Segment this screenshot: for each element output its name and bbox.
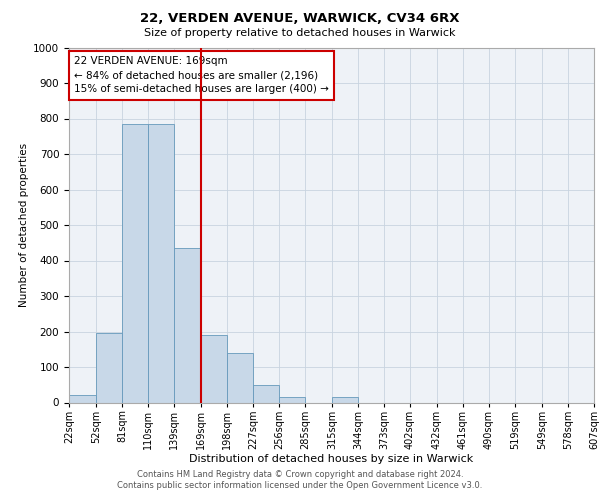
Bar <box>174 248 201 402</box>
Bar <box>253 385 279 402</box>
Text: Contains public sector information licensed under the Open Government Licence v3: Contains public sector information licen… <box>118 481 482 490</box>
Y-axis label: Number of detached properties: Number of detached properties <box>19 143 29 307</box>
Bar <box>122 124 148 402</box>
Text: Size of property relative to detached houses in Warwick: Size of property relative to detached ho… <box>144 28 456 38</box>
Bar <box>69 396 96 402</box>
X-axis label: Distribution of detached houses by size in Warwick: Distribution of detached houses by size … <box>190 454 473 464</box>
Text: 22, VERDEN AVENUE, WARWICK, CV34 6RX: 22, VERDEN AVENUE, WARWICK, CV34 6RX <box>140 12 460 26</box>
Bar <box>279 397 305 402</box>
Text: 22 VERDEN AVENUE: 169sqm
← 84% of detached houses are smaller (2,196)
15% of sem: 22 VERDEN AVENUE: 169sqm ← 84% of detach… <box>74 56 329 94</box>
Bar <box>227 353 253 403</box>
Bar <box>148 124 174 402</box>
Bar <box>96 334 122 402</box>
Bar <box>201 335 227 402</box>
Text: Contains HM Land Registry data © Crown copyright and database right 2024.: Contains HM Land Registry data © Crown c… <box>137 470 463 479</box>
Bar <box>332 397 358 402</box>
